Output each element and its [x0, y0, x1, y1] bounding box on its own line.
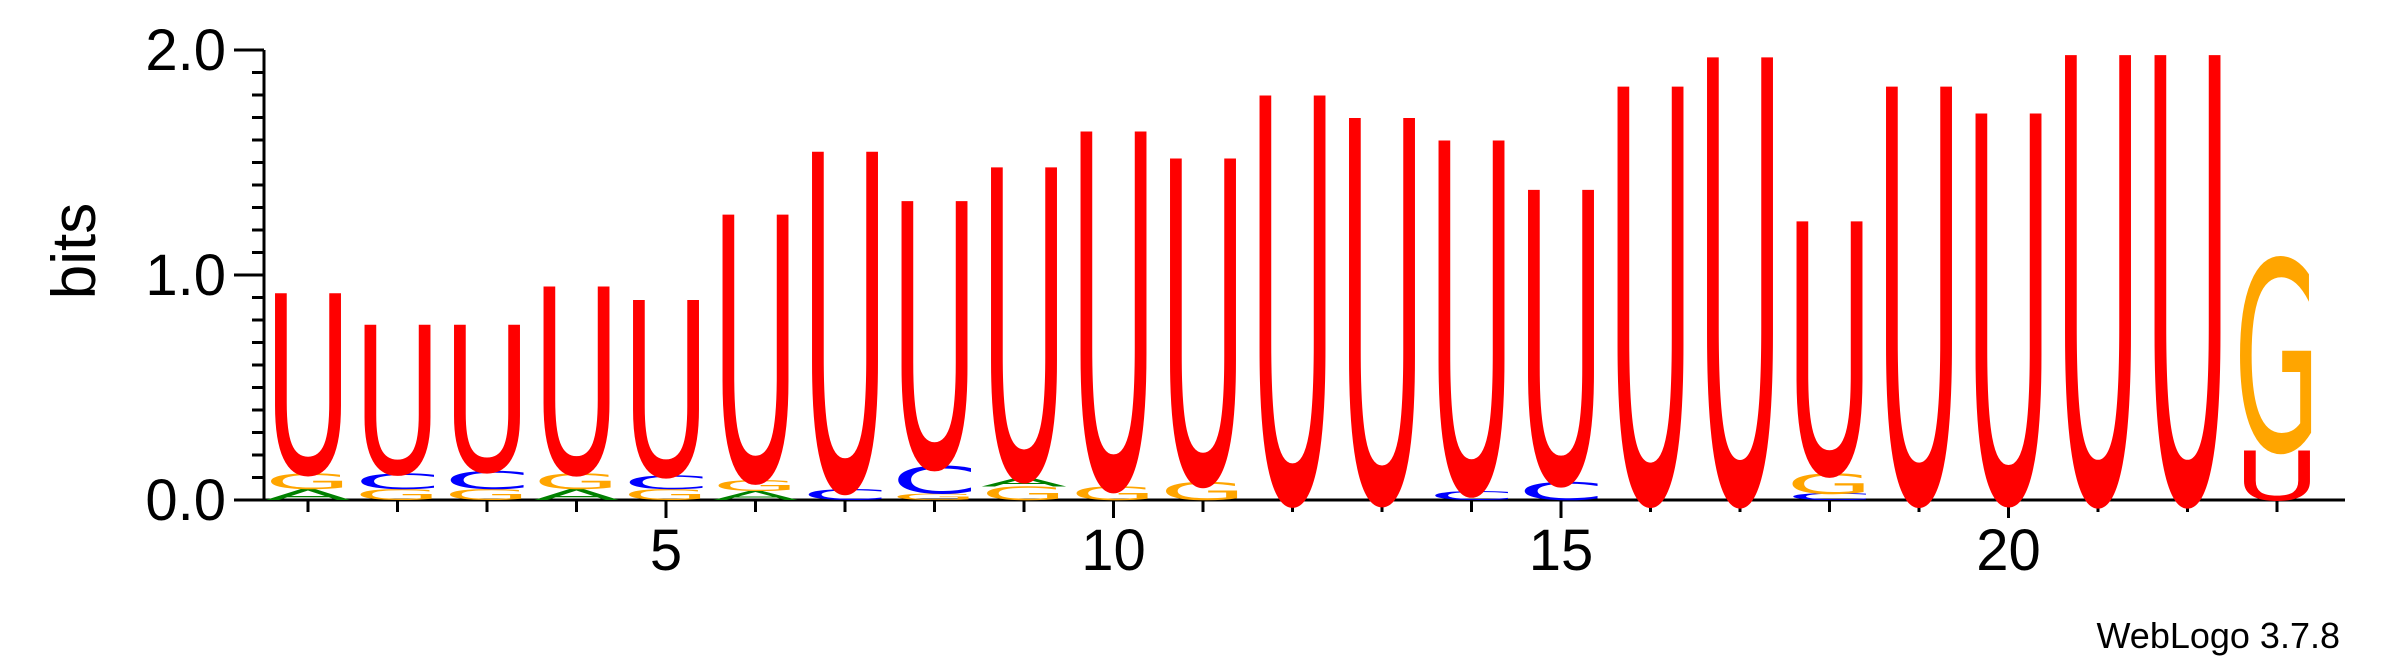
glyph-g: G	[981, 483, 1067, 504]
glyph-u: U	[354, 286, 440, 522]
logo-stack-4: AGU	[533, 235, 619, 533]
glyph-u: U	[1876, 0, 1962, 634]
glyph-c: C	[354, 469, 440, 494]
glyph-u: U	[2144, 0, 2230, 644]
logo-stacks: AGU GCU GCU AGU GCU AGU CU GCU GAU GU GU U U CU CU U U CG…	[265, 0, 2320, 644]
logo-stack-3: GCU	[444, 284, 530, 518]
logo-stack-10: GU	[1070, 34, 1156, 602]
glyph-u: U	[1965, 9, 2051, 626]
logo-stack-20: U	[1965, 9, 2051, 626]
glyph-g: G	[712, 477, 798, 495]
glyph-c: C	[1786, 491, 1872, 502]
glyph-u: U	[533, 235, 619, 533]
axes: 0.0 1.0 2.0 5 10 15 20	[145, 18, 2345, 583]
glyph-u: U	[2055, 0, 2141, 644]
logo-stack-5: GCU	[623, 252, 709, 532]
logo-stack-21: U	[2055, 0, 2141, 644]
glyph-u: U	[981, 82, 1067, 578]
glyph-u: U	[1249, 0, 1335, 631]
logo-stack-15: CU	[1518, 110, 1604, 577]
logo-stack-12: U	[1249, 0, 1335, 631]
glyph-g: G	[354, 486, 440, 504]
logo-stack-14: CU	[1428, 45, 1515, 605]
glyph-c: C	[1518, 477, 1604, 506]
x-tick-label: 20	[1976, 518, 2041, 583]
logo-stack-17: U	[1697, 0, 1783, 644]
glyph-u: U	[1070, 34, 1156, 602]
glyph-a: A	[265, 486, 351, 504]
glyph-u: U	[891, 129, 977, 553]
glyph-c: C	[623, 472, 709, 494]
glyph-g: G	[623, 486, 709, 504]
glyph-g: G	[891, 491, 978, 502]
logo-stack-9: GAU	[981, 82, 1067, 578]
y-tick-label: 0.0	[145, 468, 226, 533]
logo-stack-1: AGU	[265, 245, 351, 532]
glyph-c: C	[1428, 489, 1515, 503]
glyph-g: G	[2234, 209, 2320, 513]
glyph-u: U	[265, 245, 351, 532]
logo-stack-13: U	[1339, 13, 1425, 624]
glyph-u: U	[1607, 0, 1693, 634]
logo-stack-7: CU	[802, 60, 888, 598]
glyph-u: U	[1428, 45, 1514, 605]
logo-stack-22: U	[2144, 0, 2230, 644]
x-tick-label: 5	[650, 518, 682, 583]
glyph-u: U	[1786, 153, 1872, 554]
logo-stack-8: GCU	[891, 129, 978, 553]
x-tick-label: 10	[1081, 518, 1146, 583]
glyph-c: C	[802, 486, 888, 504]
logo-stack-6: AGU	[712, 142, 798, 566]
glyph-u: U	[1160, 71, 1246, 588]
y-tick-label: 1.0	[145, 243, 226, 308]
logo-stack-11: GU	[1160, 71, 1246, 588]
glyph-u: U	[444, 284, 530, 518]
glyph-a: A	[981, 475, 1067, 489]
glyph-a: A	[712, 489, 798, 503]
glyph-g: G	[265, 469, 351, 494]
glyph-u: U	[712, 142, 798, 566]
logo-stack-18: CGU	[1786, 153, 1872, 554]
glyph-c: C	[891, 459, 977, 502]
logo-stack-23: UG	[2234, 209, 2320, 517]
glyph-g: G	[1070, 483, 1156, 504]
glyph-a: A	[533, 486, 619, 504]
glyph-u: U	[1339, 13, 1425, 624]
x-tick-label: 15	[1529, 518, 1594, 583]
y-tick-label: 2.0	[145, 18, 226, 83]
glyph-u: U	[1697, 0, 1783, 644]
glyph-u: U	[623, 252, 709, 532]
logo-stack-16: U	[1607, 0, 1693, 634]
y-axis-label: bits	[40, 203, 109, 299]
glyph-g: G	[533, 469, 619, 494]
logo-stack-2: GCU	[354, 286, 440, 522]
glyph-u: U	[802, 60, 888, 598]
glyph-g: G	[1160, 477, 1246, 506]
glyph-c: C	[444, 466, 530, 495]
glyph-u: U	[1518, 110, 1604, 577]
glyph-u: U	[2234, 437, 2320, 516]
glyph-g: G	[1786, 468, 1872, 500]
glyph-g: G	[444, 486, 530, 504]
weblogo-watermark: WebLogo 3.7.8	[2096, 615, 2340, 656]
logo-stack-19: U	[1876, 0, 1962, 634]
